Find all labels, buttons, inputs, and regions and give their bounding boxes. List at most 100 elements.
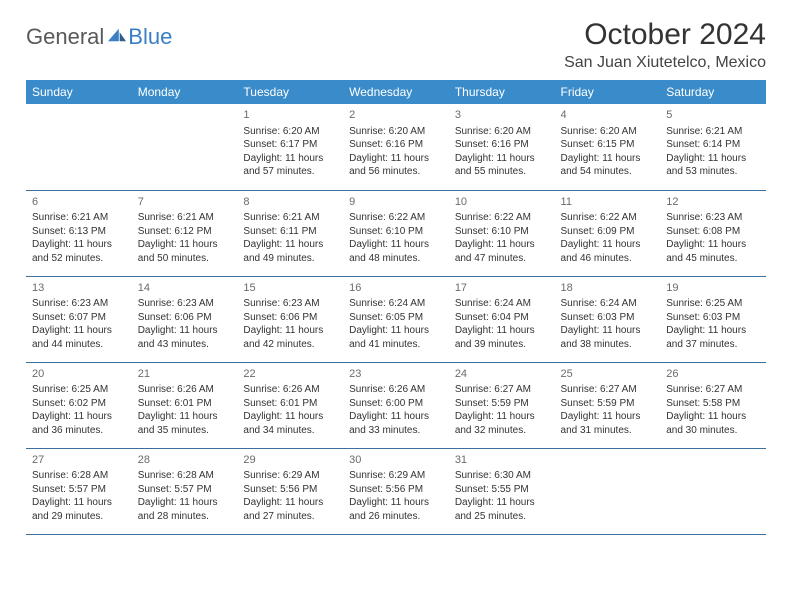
day-number: 29	[243, 453, 337, 468]
sunrise-text: Sunrise: 6:23 AM	[32, 297, 126, 311]
calendar-cell: 25Sunrise: 6:27 AMSunset: 5:59 PMDayligh…	[555, 362, 661, 448]
sunset-text: Sunset: 5:56 PM	[349, 483, 443, 497]
sunrise-text: Sunrise: 6:22 AM	[561, 211, 655, 225]
calendar-cell: 19Sunrise: 6:25 AMSunset: 6:03 PMDayligh…	[660, 276, 766, 362]
day-number: 18	[561, 281, 655, 296]
sunset-text: Sunset: 6:10 PM	[349, 225, 443, 239]
logo-text-1: General	[26, 24, 104, 50]
daylight-text: Daylight: 11 hours and 37 minutes.	[666, 324, 760, 351]
sunrise-text: Sunrise: 6:24 AM	[455, 297, 549, 311]
day-number: 30	[349, 453, 443, 468]
calendar-cell: 3Sunrise: 6:20 AMSunset: 6:16 PMDaylight…	[449, 104, 555, 190]
sunset-text: Sunset: 6:04 PM	[455, 311, 549, 325]
day-number: 7	[138, 195, 232, 210]
daylight-text: Daylight: 11 hours and 47 minutes.	[455, 238, 549, 265]
calendar-cell	[555, 448, 661, 534]
calendar-cell: 30Sunrise: 6:29 AMSunset: 5:56 PMDayligh…	[343, 448, 449, 534]
calendar-cell: 6Sunrise: 6:21 AMSunset: 6:13 PMDaylight…	[26, 190, 132, 276]
sunrise-text: Sunrise: 6:23 AM	[666, 211, 760, 225]
sunrise-text: Sunrise: 6:27 AM	[561, 383, 655, 397]
sunrise-text: Sunrise: 6:30 AM	[455, 469, 549, 483]
day-number: 1	[243, 108, 337, 123]
sunrise-text: Sunrise: 6:29 AM	[349, 469, 443, 483]
sunrise-text: Sunrise: 6:21 AM	[32, 211, 126, 225]
sunset-text: Sunset: 6:02 PM	[32, 397, 126, 411]
sunset-text: Sunset: 6:06 PM	[243, 311, 337, 325]
calendar-row: 13Sunrise: 6:23 AMSunset: 6:07 PMDayligh…	[26, 276, 766, 362]
sunset-text: Sunset: 6:01 PM	[243, 397, 337, 411]
logo: General Blue	[26, 18, 172, 50]
sunset-text: Sunset: 5:55 PM	[455, 483, 549, 497]
calendar-cell: 14Sunrise: 6:23 AMSunset: 6:06 PMDayligh…	[132, 276, 238, 362]
calendar-cell: 27Sunrise: 6:28 AMSunset: 5:57 PMDayligh…	[26, 448, 132, 534]
calendar-cell: 11Sunrise: 6:22 AMSunset: 6:09 PMDayligh…	[555, 190, 661, 276]
day-number: 14	[138, 281, 232, 296]
day-number: 3	[455, 108, 549, 123]
calendar-cell: 31Sunrise: 6:30 AMSunset: 5:55 PMDayligh…	[449, 448, 555, 534]
day-number: 10	[455, 195, 549, 210]
sunset-text: Sunset: 6:15 PM	[561, 138, 655, 152]
sunrise-text: Sunrise: 6:21 AM	[138, 211, 232, 225]
day-number: 12	[666, 195, 760, 210]
header: General Blue October 2024 San Juan Xiute…	[26, 18, 766, 72]
logo-sail-icon	[108, 28, 126, 42]
title-block: October 2024 San Juan Xiutetelco, Mexico	[564, 18, 766, 72]
daylight-text: Daylight: 11 hours and 25 minutes.	[455, 496, 549, 523]
calendar-cell: 15Sunrise: 6:23 AMSunset: 6:06 PMDayligh…	[237, 276, 343, 362]
daylight-text: Daylight: 11 hours and 34 minutes.	[243, 410, 337, 437]
daylight-text: Daylight: 11 hours and 33 minutes.	[349, 410, 443, 437]
daylight-text: Daylight: 11 hours and 31 minutes.	[561, 410, 655, 437]
day-number: 17	[455, 281, 549, 296]
sunset-text: Sunset: 6:16 PM	[455, 138, 549, 152]
calendar-cell: 7Sunrise: 6:21 AMSunset: 6:12 PMDaylight…	[132, 190, 238, 276]
calendar-cell: 24Sunrise: 6:27 AMSunset: 5:59 PMDayligh…	[449, 362, 555, 448]
sunrise-text: Sunrise: 6:21 AM	[666, 125, 760, 139]
calendar-cell: 22Sunrise: 6:26 AMSunset: 6:01 PMDayligh…	[237, 362, 343, 448]
daylight-text: Daylight: 11 hours and 49 minutes.	[243, 238, 337, 265]
daylight-text: Daylight: 11 hours and 32 minutes.	[455, 410, 549, 437]
sunrise-text: Sunrise: 6:20 AM	[349, 125, 443, 139]
sunset-text: Sunset: 5:56 PM	[243, 483, 337, 497]
daylight-text: Daylight: 11 hours and 57 minutes.	[243, 152, 337, 179]
calendar-cell: 21Sunrise: 6:26 AMSunset: 6:01 PMDayligh…	[132, 362, 238, 448]
calendar-cell: 18Sunrise: 6:24 AMSunset: 6:03 PMDayligh…	[555, 276, 661, 362]
calendar-cell: 20Sunrise: 6:25 AMSunset: 6:02 PMDayligh…	[26, 362, 132, 448]
day-number: 16	[349, 281, 443, 296]
day-number: 13	[32, 281, 126, 296]
sunset-text: Sunset: 6:16 PM	[349, 138, 443, 152]
sunrise-text: Sunrise: 6:24 AM	[561, 297, 655, 311]
day-number: 2	[349, 108, 443, 123]
calendar-cell: 16Sunrise: 6:24 AMSunset: 6:05 PMDayligh…	[343, 276, 449, 362]
sunrise-text: Sunrise: 6:28 AM	[32, 469, 126, 483]
day-header-row: Sunday Monday Tuesday Wednesday Thursday…	[26, 80, 766, 104]
daylight-text: Daylight: 11 hours and 26 minutes.	[349, 496, 443, 523]
day-number: 22	[243, 367, 337, 382]
calendar-cell: 28Sunrise: 6:28 AMSunset: 5:57 PMDayligh…	[132, 448, 238, 534]
daylight-text: Daylight: 11 hours and 53 minutes.	[666, 152, 760, 179]
day-number: 19	[666, 281, 760, 296]
calendar-cell: 23Sunrise: 6:26 AMSunset: 6:00 PMDayligh…	[343, 362, 449, 448]
sunrise-text: Sunrise: 6:29 AM	[243, 469, 337, 483]
sunset-text: Sunset: 6:12 PM	[138, 225, 232, 239]
sunrise-text: Sunrise: 6:26 AM	[243, 383, 337, 397]
daylight-text: Daylight: 11 hours and 39 minutes.	[455, 324, 549, 351]
day-header: Wednesday	[343, 80, 449, 104]
day-number: 31	[455, 453, 549, 468]
day-number: 25	[561, 367, 655, 382]
sunset-text: Sunset: 5:58 PM	[666, 397, 760, 411]
calendar-cell: 17Sunrise: 6:24 AMSunset: 6:04 PMDayligh…	[449, 276, 555, 362]
calendar-cell: 1Sunrise: 6:20 AMSunset: 6:17 PMDaylight…	[237, 104, 343, 190]
sunset-text: Sunset: 6:01 PM	[138, 397, 232, 411]
daylight-text: Daylight: 11 hours and 35 minutes.	[138, 410, 232, 437]
sunrise-text: Sunrise: 6:26 AM	[138, 383, 232, 397]
sunset-text: Sunset: 6:06 PM	[138, 311, 232, 325]
location-text: San Juan Xiutetelco, Mexico	[564, 54, 766, 72]
sunrise-text: Sunrise: 6:28 AM	[138, 469, 232, 483]
day-number: 5	[666, 108, 760, 123]
day-header: Monday	[132, 80, 238, 104]
daylight-text: Daylight: 11 hours and 27 minutes.	[243, 496, 337, 523]
day-number: 26	[666, 367, 760, 382]
calendar-cell: 5Sunrise: 6:21 AMSunset: 6:14 PMDaylight…	[660, 104, 766, 190]
daylight-text: Daylight: 11 hours and 38 minutes.	[561, 324, 655, 351]
sunset-text: Sunset: 6:13 PM	[32, 225, 126, 239]
